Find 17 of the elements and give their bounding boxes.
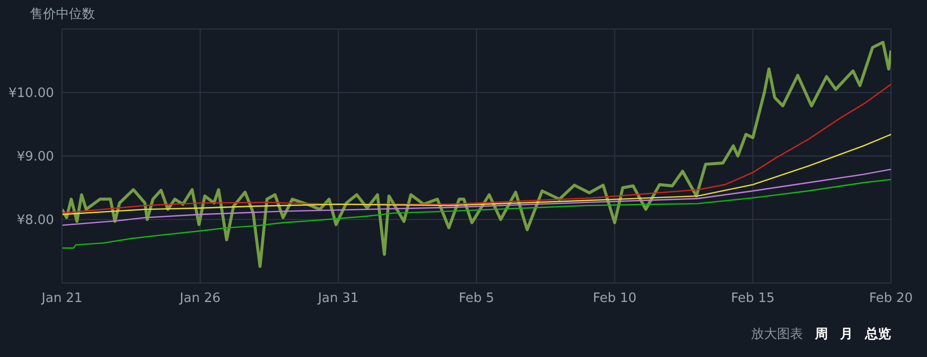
chart-title: 售价中位数 bbox=[30, 6, 95, 23]
x-tick-label: Feb 5 bbox=[458, 291, 494, 306]
text: 总览 bbox=[865, 326, 891, 343]
text: 放大图表 bbox=[751, 326, 803, 343]
text: 周 bbox=[815, 326, 828, 343]
line-series bbox=[62, 134, 891, 216]
y-tick-label: ¥8.00 bbox=[16, 213, 54, 228]
x-tick-label: Jan 31 bbox=[316, 291, 359, 306]
line-series bbox=[62, 168, 891, 226]
y-tick-label: ¥9.00 bbox=[16, 150, 54, 165]
y-tick-label: ¥10.00 bbox=[8, 86, 54, 102]
x-tick-label: Feb 10 bbox=[592, 291, 637, 306]
x-tick-label: Jan 26 bbox=[178, 291, 221, 306]
x-tick-label: Feb 20 bbox=[869, 291, 913, 306]
text: 月 bbox=[840, 326, 853, 343]
x-tick-label: Jan 21 bbox=[40, 291, 82, 306]
x-tick-label: Feb 15 bbox=[730, 291, 775, 306]
